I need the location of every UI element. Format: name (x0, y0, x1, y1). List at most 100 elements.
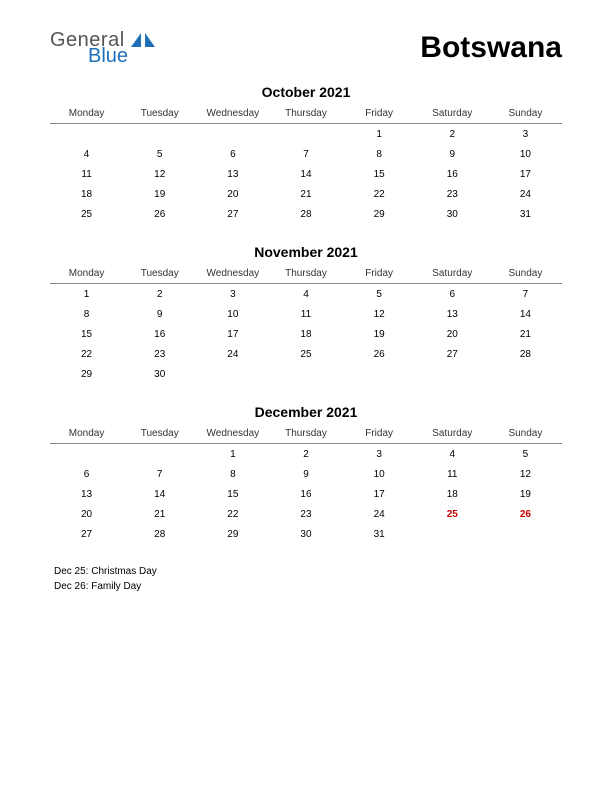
calendar-day: 18 (269, 324, 342, 344)
calendar-row: 123 (50, 124, 562, 145)
calendar-day: 3 (489, 124, 562, 145)
day-header: Tuesday (123, 104, 196, 124)
day-header: Friday (343, 424, 416, 444)
calendar-row: 18192021222324 (50, 184, 562, 204)
calendar-table: MondayTuesdayWednesdayThursdayFridaySatu… (50, 104, 562, 224)
country-title: Botswana (420, 31, 562, 65)
calendar-day: 14 (123, 484, 196, 504)
calendar-day: 20 (50, 504, 123, 524)
calendar-table: MondayTuesdayWednesdayThursdayFridaySatu… (50, 264, 562, 384)
calendar-day: 26 (343, 344, 416, 364)
calendar-day (489, 364, 562, 384)
day-header: Wednesday (196, 104, 269, 124)
calendar-day: 10 (489, 144, 562, 164)
month-block: October 2021MondayTuesdayWednesdayThursd… (50, 84, 562, 224)
logo-triangle-icon-2 (145, 33, 155, 47)
calendar-row: 2728293031 (50, 524, 562, 544)
calendar-row: 891011121314 (50, 304, 562, 324)
calendar-row: 1234567 (50, 284, 562, 305)
calendar-day: 17 (196, 324, 269, 344)
calendar-day: 16 (416, 164, 489, 184)
calendar-day: 24 (196, 344, 269, 364)
day-header: Sunday (489, 104, 562, 124)
calendar-day: 14 (269, 164, 342, 184)
day-header: Tuesday (123, 264, 196, 284)
calendar-day: 22 (50, 344, 123, 364)
calendar-day (50, 124, 123, 145)
calendar-day: 11 (50, 164, 123, 184)
calendar-day: 1 (343, 124, 416, 145)
calendar-day: 7 (269, 144, 342, 164)
calendar-day: 26 (123, 204, 196, 224)
calendar-day: 5 (489, 444, 562, 465)
calendar-day: 30 (416, 204, 489, 224)
calendar-day: 25 (416, 504, 489, 524)
calendar-day: 5 (343, 284, 416, 305)
calendar-day: 20 (416, 324, 489, 344)
calendar-day: 16 (123, 324, 196, 344)
calendar-row: 45678910 (50, 144, 562, 164)
calendar-day (269, 124, 342, 145)
calendar-day: 30 (269, 524, 342, 544)
calendar-day: 29 (196, 524, 269, 544)
calendar-day: 24 (489, 184, 562, 204)
calendar-day: 28 (123, 524, 196, 544)
calendar-day: 30 (123, 364, 196, 384)
calendar-day: 25 (50, 204, 123, 224)
calendar-day: 6 (416, 284, 489, 305)
calendar-day: 29 (50, 364, 123, 384)
calendar-day: 13 (196, 164, 269, 184)
calendar-day: 22 (196, 504, 269, 524)
calendar-day: 11 (416, 464, 489, 484)
calendar-row: 22232425262728 (50, 344, 562, 364)
calendar-day (269, 364, 342, 384)
calendar-day (50, 444, 123, 465)
calendar-row: 6789101112 (50, 464, 562, 484)
month-title: December 2021 (50, 404, 562, 420)
day-header: Tuesday (123, 424, 196, 444)
calendar-day: 25 (269, 344, 342, 364)
calendar-day: 14 (489, 304, 562, 324)
day-header: Sunday (489, 264, 562, 284)
calendar-row: 2930 (50, 364, 562, 384)
day-header: Thursday (269, 264, 342, 284)
calendar-day: 24 (343, 504, 416, 524)
calendar-day: 13 (50, 484, 123, 504)
calendar-day: 2 (416, 124, 489, 145)
calendar-day: 31 (489, 204, 562, 224)
calendar-day: 28 (269, 204, 342, 224)
calendar-day: 21 (269, 184, 342, 204)
calendar-day (343, 364, 416, 384)
calendar-day: 6 (50, 464, 123, 484)
calendar-day: 12 (123, 164, 196, 184)
calendar-day: 23 (269, 504, 342, 524)
calendar-day: 28 (489, 344, 562, 364)
logo: General Blue (50, 30, 155, 66)
calendar-day (196, 364, 269, 384)
calendar-day: 17 (489, 164, 562, 184)
calendar-day: 3 (343, 444, 416, 465)
calendar-day: 19 (343, 324, 416, 344)
calendar-day: 8 (343, 144, 416, 164)
calendar-day: 22 (343, 184, 416, 204)
calendar-day (196, 124, 269, 145)
month-block: December 2021MondayTuesdayWednesdayThurs… (50, 404, 562, 544)
logo-text-blue: Blue (88, 46, 155, 66)
calendar-day: 2 (123, 284, 196, 305)
calendar-day: 29 (343, 204, 416, 224)
calendar-day: 12 (489, 464, 562, 484)
month-block: November 2021 MondayTuesdayWednesdayThurs… (50, 244, 562, 384)
month-title: November 2021 (50, 244, 562, 260)
logo-triangle-icon (131, 33, 141, 47)
calendar-day: 15 (343, 164, 416, 184)
day-header: Friday (343, 264, 416, 284)
calendar-day: 27 (50, 524, 123, 544)
calendar-day: 4 (416, 444, 489, 465)
calendar-day: 27 (416, 344, 489, 364)
day-header: Saturday (416, 424, 489, 444)
calendar-day: 7 (123, 464, 196, 484)
calendar-day: 13 (416, 304, 489, 324)
day-header: Thursday (269, 424, 342, 444)
calendar-day: 1 (196, 444, 269, 465)
day-header: Monday (50, 424, 123, 444)
